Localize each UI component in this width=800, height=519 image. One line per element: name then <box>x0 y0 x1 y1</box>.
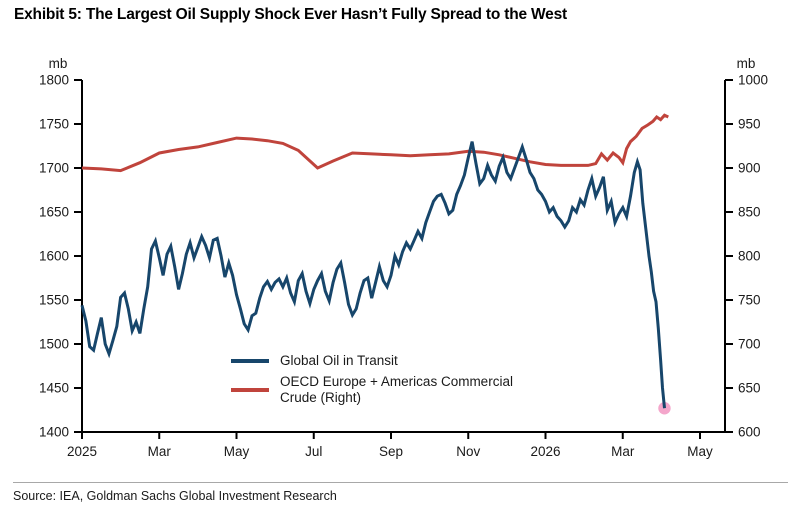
x-axis-tick-label: Mar <box>148 444 172 459</box>
x-axis-tick-label: Sep <box>379 444 403 459</box>
left-axis-tick-label: 1450 <box>39 381 69 396</box>
red-line-swatch-icon <box>231 388 269 392</box>
x-axis-tick-label: May <box>224 444 250 459</box>
left-axis-unit-label: mb <box>49 56 68 71</box>
x-axis-tick-label: Nov <box>456 444 480 459</box>
x-axis-tick-label: 2025 <box>67 444 97 459</box>
right-axis-tick-label: 650 <box>738 381 761 396</box>
blue-line-swatch-icon <box>231 359 269 363</box>
left-axis-tick-label: 1400 <box>39 425 69 440</box>
right-axis-tick-label: 750 <box>738 293 761 308</box>
legend-item-oecd-crude: OECD Europe + Americas Commercial Crude … <box>231 374 513 406</box>
global-oil-in-transit-line <box>80 141 666 409</box>
left-axis-tick-label: 1800 <box>39 73 69 88</box>
left-axis-tick-label: 1750 <box>39 117 69 132</box>
legend-label-global-oil: Global Oil in Transit <box>280 353 398 368</box>
right-axis-tick-label: 800 <box>738 249 761 264</box>
x-axis-tick-label: 2026 <box>530 444 560 459</box>
x-axis-tick-label: May <box>687 444 713 459</box>
footer-divider <box>13 482 788 483</box>
x-axis-tick-label: Mar <box>611 444 635 459</box>
left-axis-tick-label: 1500 <box>39 337 69 352</box>
chart-legend: Global Oil in Transit OECD Europe + Amer… <box>231 353 513 406</box>
legend-label-oecd-crude: OECD Europe + Americas Commercial Crude … <box>280 374 513 406</box>
oecd-crude-line <box>81 113 669 173</box>
legend-item-global-oil: Global Oil in Transit <box>231 353 513 369</box>
chart-title: Exhibit 5: The Largest Oil Supply Shock … <box>14 6 567 23</box>
legend-label-oecd-crude-line1: OECD Europe + Americas Commercial <box>280 374 513 389</box>
right-axis-unit-label: mb <box>737 56 756 71</box>
right-axis-tick-label: 1000 <box>738 73 768 88</box>
right-axis-tick-label: 950 <box>738 117 761 132</box>
left-axis-tick-label: 1700 <box>39 161 69 176</box>
right-axis-tick-label: 900 <box>738 161 761 176</box>
right-axis-tick-label: 850 <box>738 205 761 220</box>
source-attribution: Source: IEA, Goldman Sachs Global Invest… <box>13 489 337 503</box>
left-axis-tick-label: 1650 <box>39 205 69 220</box>
right-axis-tick-label: 700 <box>738 337 761 352</box>
left-axis-tick-label: 1550 <box>39 293 69 308</box>
left-axis-tick-label: 1600 <box>39 249 69 264</box>
latest-point-marker <box>658 402 671 415</box>
right-axis-tick-label: 600 <box>738 425 761 440</box>
legend-label-oecd-crude-line2: Crude (Right) <box>280 390 362 405</box>
x-axis-tick-label: Jul <box>305 444 322 459</box>
